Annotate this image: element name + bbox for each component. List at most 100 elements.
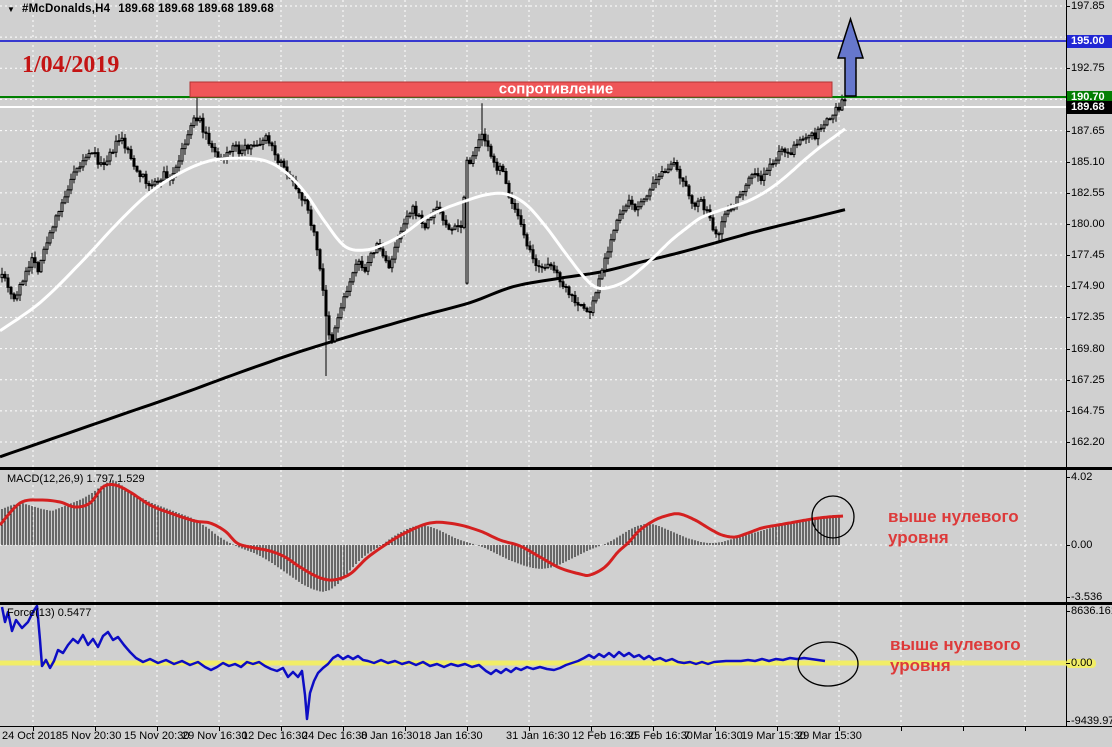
force-above-zero-note: выше нулевого уровня <box>890 635 1021 675</box>
time-tick-mark <box>653 727 654 731</box>
price-tag-195.00: 195.00 <box>1067 34 1112 48</box>
time-tick-label: 29 Nov 16:30 <box>182 730 248 742</box>
axis-tick-mark <box>1066 380 1070 381</box>
time-tick-mark <box>715 727 716 731</box>
resistance-zone <box>189 81 833 98</box>
panel-separator[interactable] <box>0 467 1112 470</box>
axis-tick-mark <box>1066 286 1070 287</box>
time-tick-mark <box>405 727 406 731</box>
time-tick-mark <box>901 727 902 731</box>
force-line <box>0 605 826 721</box>
force-zero-highlight <box>1066 659 1096 668</box>
force-highlight-ellipse <box>797 641 859 687</box>
time-tick-label: 8 Jan 16:30 <box>361 730 419 742</box>
price-tick-label: 185.10 <box>1071 156 1105 168</box>
time-tick-mark <box>839 727 840 731</box>
ohlc-values: 189.68 189.68 189.68 189.68 <box>118 3 274 15</box>
price-tag-189.68: 189.68 <box>1067 101 1112 114</box>
time-tick-label: 5 Nov 20:30 <box>62 730 122 742</box>
time-tick-mark <box>95 727 96 731</box>
time-tick-label: 15 Nov 20:30 <box>124 730 190 742</box>
macd-signal-line <box>0 483 844 582</box>
time-tick-mark <box>219 727 220 731</box>
time-tick-mark <box>529 727 530 731</box>
white-ma-line <box>0 127 846 333</box>
time-tick-mark <box>1025 727 1026 731</box>
time-tick-label: 12 Feb 16:30 <box>572 730 637 742</box>
panel-separator <box>0 726 1112 727</box>
time-tick-mark <box>467 727 468 731</box>
price-tick-label: 180.00 <box>1071 218 1105 230</box>
price-tick-label: 197.85 <box>1071 0 1105 12</box>
price-axis-border <box>1066 0 1067 727</box>
time-tick-label: 7 Mar 16:30 <box>684 730 743 742</box>
axis-tick-mark <box>1066 224 1070 225</box>
axis-tick-mark <box>1066 162 1070 163</box>
price-tag-190.70: 190.70 <box>1067 90 1112 104</box>
force-tick-label: 8636.161 <box>1071 605 1112 617</box>
time-tick-label: 29 Mar 15:30 <box>797 730 862 742</box>
macd-highlight-ellipse <box>811 495 855 539</box>
time-tick-mark <box>343 727 344 731</box>
axis-tick-mark <box>1066 442 1070 443</box>
price-tick-label: 167.25 <box>1071 374 1105 386</box>
symbol-title: #McDonalds,H4 189.68 189.68 189.68 189.68 <box>22 3 274 15</box>
time-tick-label: 24 Dec 16:30 <box>302 730 368 742</box>
force-indicator-canvas[interactable] <box>0 605 1066 726</box>
symbol-name: #McDonalds,H4 <box>22 3 111 15</box>
price-tick-label: 164.75 <box>1071 405 1105 417</box>
macd-tick-label: 4.02 <box>1071 471 1093 483</box>
axis-tick-mark <box>1066 663 1070 664</box>
axis-tick-mark <box>1066 255 1070 256</box>
candle-bodies-up <box>0 99 844 342</box>
macd-above-zero-note: выше нулевого уровня <box>888 507 1019 547</box>
time-tick-label: 12 Dec 16:30 <box>242 730 308 742</box>
price-tick-label: 172.35 <box>1071 311 1105 323</box>
time-tick-label: 25 Feb 16:30 <box>628 730 693 742</box>
price-tick-label: 182.55 <box>1071 187 1105 199</box>
axis-tick-mark <box>1066 411 1070 412</box>
macd-indicator-canvas[interactable] <box>0 470 1066 602</box>
vertical-gridlines <box>32 0 1026 467</box>
time-tick-label: 19 Mar 15:30 <box>741 730 806 742</box>
time-tick-label: 18 Jan 16:30 <box>419 730 483 742</box>
macd-tick-label: -3.536 <box>1071 591 1103 603</box>
axis-tick-mark <box>1066 545 1070 546</box>
macd-indicator-label: MACD(12,26,9) 1.797 1.529 <box>7 473 145 485</box>
time-tick-mark <box>591 727 592 731</box>
time-tick-label: 31 Jan 16:30 <box>506 730 570 742</box>
axis-tick-mark <box>1066 193 1070 194</box>
macd-histogram <box>1 480 840 592</box>
price-tick-label: 162.20 <box>1071 436 1105 448</box>
axis-tick-mark <box>1066 317 1070 318</box>
axis-tick-mark <box>1066 131 1070 132</box>
axis-tick-mark <box>1066 721 1070 722</box>
symbol-dropdown-icon[interactable]: ▼ <box>7 5 15 14</box>
force-tick-label: 0.00 <box>1071 657 1093 669</box>
time-tick-mark <box>963 727 964 731</box>
candle-bodies-down <box>3 99 847 342</box>
date-annotation: 1/04/2019 <box>22 52 120 78</box>
axis-tick-mark <box>1066 6 1070 7</box>
axis-tick-mark <box>1066 68 1070 69</box>
price-tick-label: 192.75 <box>1071 62 1105 74</box>
price-tick-label: 169.80 <box>1071 343 1105 355</box>
price-tick-label: 174.90 <box>1071 280 1105 292</box>
axis-tick-mark <box>1066 477 1070 478</box>
up-arrow <box>836 16 865 97</box>
time-tick-mark <box>33 727 34 731</box>
axis-tick-mark <box>1066 349 1070 350</box>
time-tick-mark <box>777 727 778 731</box>
price-tick-label: 187.65 <box>1071 125 1105 137</box>
price-chart-canvas[interactable]: сопротивление <box>0 0 1066 467</box>
panel-separator[interactable] <box>0 602 1112 605</box>
force-indicator-label: Force(13) 0.5477 <box>7 607 92 619</box>
black-ma-line <box>0 208 846 459</box>
horizontal-gridlines <box>0 5 1066 443</box>
axis-tick-mark <box>1066 611 1070 612</box>
resistance-zone-label: сопротивление <box>499 81 613 98</box>
time-tick-mark <box>281 727 282 731</box>
price-tick-label: 177.45 <box>1071 249 1105 261</box>
force-tick-label: -9439.971 <box>1071 715 1112 727</box>
